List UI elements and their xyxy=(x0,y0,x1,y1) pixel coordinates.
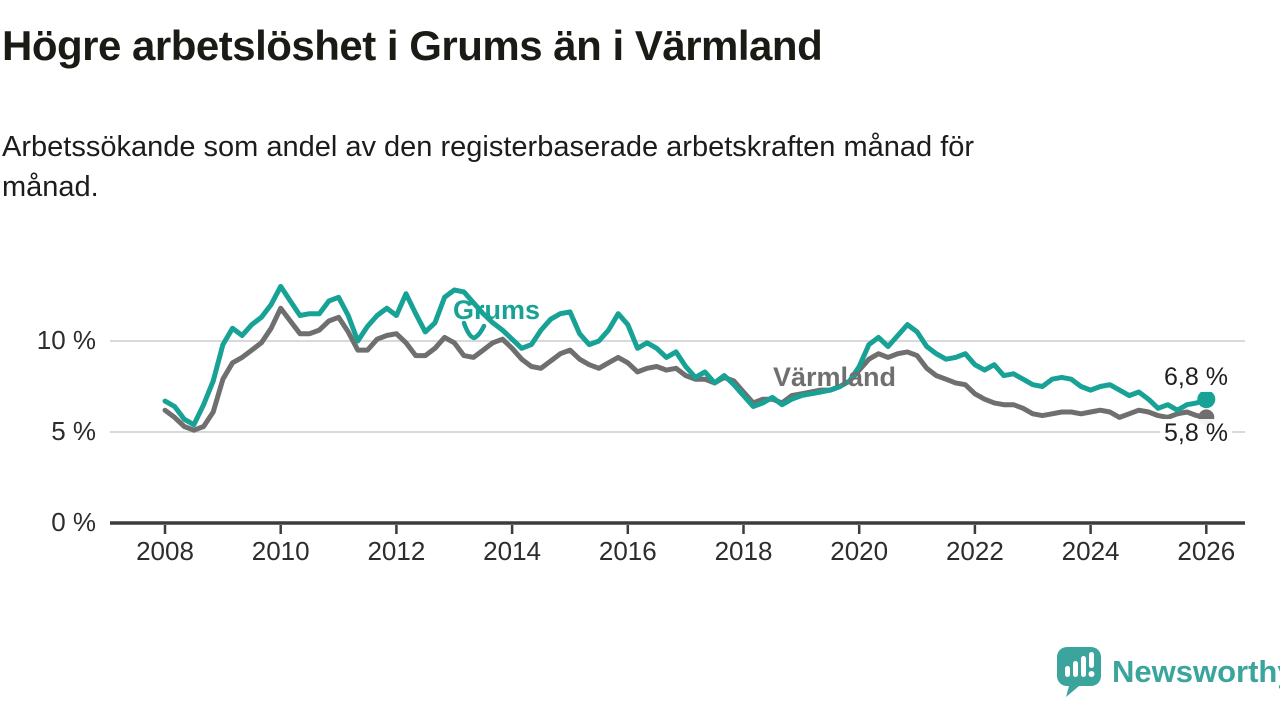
logo-bar-medium xyxy=(1073,661,1078,677)
logo-exclamation-dot xyxy=(1088,671,1095,677)
newsworthy-logo-icon xyxy=(1057,647,1101,697)
y-tick-label-10: 10 % xyxy=(36,325,96,355)
logo-exclamation-bar xyxy=(1089,652,1094,668)
x-tick-label-2014: 2014 xyxy=(483,536,542,566)
logo-bar-small xyxy=(1065,666,1070,677)
x-axis xyxy=(110,521,1245,534)
chart-subtitle: Arbetssökande som andel av den registerb… xyxy=(2,127,974,207)
x-tick-label-2022: 2022 xyxy=(945,536,1004,566)
x-tick-label-2016: 2016 xyxy=(598,536,657,566)
logo-bar-large xyxy=(1081,656,1086,677)
x-tick-label-2012: 2012 xyxy=(367,536,426,566)
x-tick-label-2026: 2026 xyxy=(1177,536,1236,566)
newsworthy-logo[interactable]: Newsworthy xyxy=(1056,646,1280,698)
x-tick-label-2010: 2010 xyxy=(251,536,310,566)
series-line-grums xyxy=(162,283,1209,428)
x-tick-label-2008: 2008 xyxy=(136,536,194,566)
logo-bubble-shape xyxy=(1057,647,1101,697)
y-tick-label-0: 0 % xyxy=(51,507,96,537)
chart-title: Högre arbetslöshet i Grums än i Värmland xyxy=(2,22,823,69)
series-label-grums: Grums xyxy=(453,295,541,325)
varmland-end-value-label: 5,8 % xyxy=(1160,419,1232,448)
newsworthy-logo-text: Newsworthy xyxy=(1112,654,1280,689)
gridlines xyxy=(110,340,1245,433)
data-series xyxy=(162,283,1216,433)
x-tick-label-2020: 2020 xyxy=(830,536,889,566)
grums-end-value-label: 6,8 % xyxy=(1160,363,1232,392)
x-tick-label-2018: 2018 xyxy=(714,536,773,566)
y-tick-label-5: 5 % xyxy=(51,416,96,446)
series-line-värmland xyxy=(162,305,1209,433)
chart-subtitle-line2: månad. xyxy=(2,171,99,203)
grums-label-arrow-icon xyxy=(461,320,487,341)
chart-subtitle-line1: Arbetssökande som andel av den registerb… xyxy=(2,131,975,163)
x-tick-label-2024: 2024 xyxy=(1061,536,1120,566)
series-end-dot-grums xyxy=(1197,390,1216,409)
series-label-varmland: Värmland xyxy=(773,362,897,392)
